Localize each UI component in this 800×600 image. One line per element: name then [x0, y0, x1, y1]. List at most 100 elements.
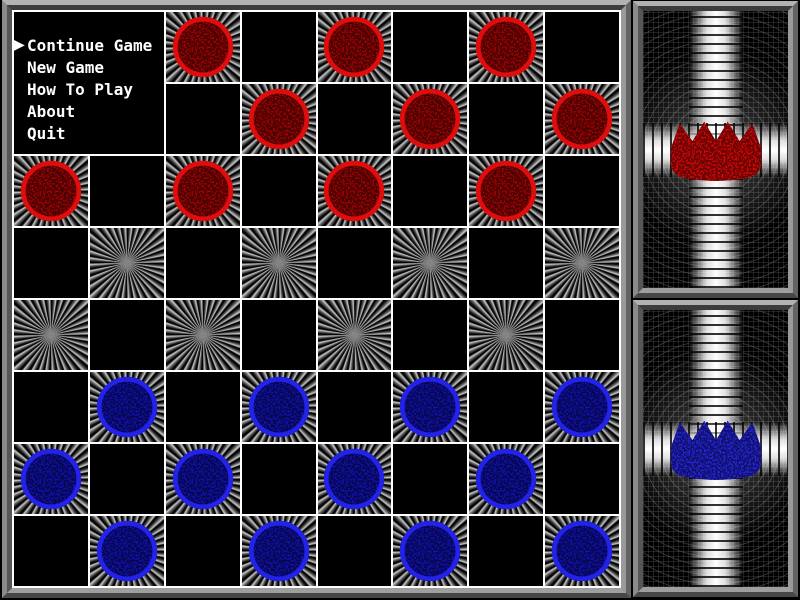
red-piece[interactable]: [171, 15, 235, 79]
board-cell[interactable]: [165, 372, 240, 442]
board-cell[interactable]: [545, 300, 619, 370]
red-piece[interactable]: [322, 159, 386, 223]
board-cell[interactable]: [317, 228, 392, 298]
board-cell[interactable]: [393, 84, 468, 154]
red-piece[interactable]: [474, 159, 538, 223]
board-cell[interactable]: [14, 516, 88, 586]
board-cell[interactable]: [14, 300, 88, 370]
board-cell[interactable]: [165, 156, 240, 226]
board-cell[interactable]: [469, 156, 544, 226]
board-cell[interactable]: [545, 156, 619, 226]
blue-piece[interactable]: [474, 447, 538, 511]
red-piece[interactable]: [247, 87, 311, 151]
red-piece[interactable]: [398, 87, 462, 151]
board-cell[interactable]: [165, 516, 240, 586]
board-cell[interactable]: [14, 372, 88, 442]
blue-piece[interactable]: [322, 447, 386, 511]
blue-piece[interactable]: [19, 447, 83, 511]
board-cell[interactable]: [89, 156, 164, 226]
menu-item-about[interactable]: About: [14, 100, 164, 122]
menu-item-label: New Game: [27, 57, 105, 77]
board-cell[interactable]: [317, 516, 392, 586]
board-cell[interactable]: [393, 156, 468, 226]
game-menu: ▶ Continue Game New Game How To Play Abo…: [14, 12, 164, 154]
board-cell[interactable]: [89, 444, 164, 514]
board-cell[interactable]: [14, 444, 88, 514]
menu-cursor-icon: ▶: [14, 37, 25, 53]
red-player-panel-inner: [638, 6, 793, 293]
board-cell[interactable]: [241, 12, 316, 82]
board-cell[interactable]: [469, 372, 544, 442]
board-cell[interactable]: [545, 444, 619, 514]
board-cell[interactable]: [165, 12, 240, 82]
board-cell[interactable]: [545, 12, 619, 82]
blue-piece[interactable]: [171, 447, 235, 511]
blue-piece[interactable]: [247, 519, 311, 583]
board-cell[interactable]: [317, 84, 392, 154]
board-cell[interactable]: [241, 300, 316, 370]
red-piece[interactable]: [322, 15, 386, 79]
board-cell[interactable]: [165, 300, 240, 370]
blue-piece[interactable]: [247, 375, 311, 439]
board-cell[interactable]: [165, 228, 240, 298]
board-cell[interactable]: [393, 444, 468, 514]
menu-item-continue-game[interactable]: ▶ Continue Game: [14, 34, 164, 56]
board-cell[interactable]: [241, 516, 316, 586]
board-cell[interactable]: [393, 228, 468, 298]
board-cell[interactable]: [545, 84, 619, 154]
board-frame: ▶ Continue Game New Game How To Play Abo…: [2, 0, 631, 598]
menu-item-new-game[interactable]: New Game: [14, 56, 164, 78]
board-cell[interactable]: [241, 84, 316, 154]
board-cell[interactable]: [165, 84, 240, 154]
blue-piece[interactable]: [398, 375, 462, 439]
board-cell[interactable]: [317, 444, 392, 514]
blue-player-panel-inner: [638, 305, 793, 592]
menu-item-how-to-play[interactable]: How To Play: [14, 78, 164, 100]
board-cell[interactable]: [545, 372, 619, 442]
board-cell[interactable]: [469, 300, 544, 370]
board-cell[interactable]: [393, 12, 468, 82]
board-cell[interactable]: [317, 156, 392, 226]
board-cell[interactable]: [469, 444, 544, 514]
menu-item-label: Quit: [27, 123, 66, 143]
board-grid: ▶ Continue Game New Game How To Play Abo…: [12, 10, 621, 588]
board-cell[interactable]: [241, 444, 316, 514]
board-cell[interactable]: [165, 444, 240, 514]
board-cell[interactable]: [317, 372, 392, 442]
blue-piece[interactable]: [550, 375, 614, 439]
board-cell[interactable]: [14, 156, 88, 226]
board-cell[interactable]: [241, 156, 316, 226]
blue-piece[interactable]: [95, 375, 159, 439]
red-piece[interactable]: [550, 87, 614, 151]
red-piece[interactable]: [474, 15, 538, 79]
board-cell[interactable]: [469, 12, 544, 82]
blue-piece[interactable]: [550, 519, 614, 583]
red-piece[interactable]: [19, 159, 83, 223]
board-frame-inner: ▶ Continue Game New Game How To Play Abo…: [7, 5, 626, 593]
board-cell[interactable]: [393, 372, 468, 442]
board-cell[interactable]: [89, 516, 164, 586]
board-cell[interactable]: [14, 228, 88, 298]
menu-item-label: About: [27, 101, 76, 121]
board-cell[interactable]: [241, 372, 316, 442]
board-cell[interactable]: [469, 516, 544, 586]
board-cell[interactable]: [89, 300, 164, 370]
blue-piece[interactable]: [398, 519, 462, 583]
board-cell[interactable]: [241, 228, 316, 298]
board-cell[interactable]: [393, 300, 468, 370]
board-cell[interactable]: [89, 372, 164, 442]
board-cell[interactable]: [545, 516, 619, 586]
blue-panel-moire-pattern: [643, 310, 788, 587]
board-cell[interactable]: [393, 516, 468, 586]
board-cell[interactable]: [317, 12, 392, 82]
board-cell[interactable]: [469, 84, 544, 154]
board-cell[interactable]: [317, 300, 392, 370]
blue-crown-icon: [670, 420, 761, 480]
menu-item-quit[interactable]: Quit: [14, 122, 164, 144]
blue-piece[interactable]: [95, 519, 159, 583]
board-cell[interactable]: [89, 228, 164, 298]
board-cell[interactable]: [545, 228, 619, 298]
red-piece[interactable]: [171, 159, 235, 223]
board-cell[interactable]: [469, 228, 544, 298]
